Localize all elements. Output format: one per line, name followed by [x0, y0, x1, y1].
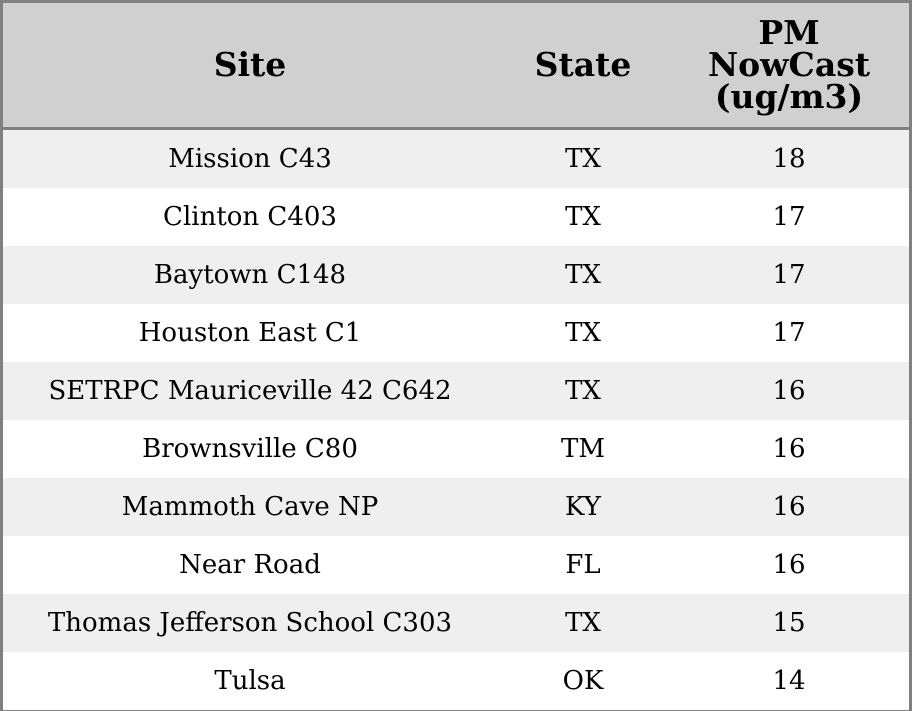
- header-site: Site: [3, 3, 497, 130]
- site-cell: Clinton C403: [3, 188, 497, 246]
- table-row: SETRPC Mauriceville 42 C642 TX 16: [3, 362, 909, 420]
- header-state: State: [497, 3, 669, 130]
- table-body: Mission C43 TX 18 Clinton C403 TX 17 Baytown C…: [3, 128, 909, 710]
- state-cell: KY: [497, 478, 669, 536]
- state-cell: TX: [497, 304, 669, 362]
- pm-value-cell: 14: [669, 652, 909, 710]
- site-cell: Mammoth Cave NP: [3, 478, 497, 536]
- state-cell: FL: [497, 536, 669, 594]
- pm-value-cell: 17: [669, 304, 909, 362]
- site-cell: Houston East C1: [3, 304, 497, 362]
- state-cell: TM: [497, 420, 669, 478]
- state-cell: TX: [497, 188, 669, 246]
- table-row: Near Road FL 16: [3, 536, 909, 594]
- site-cell: Baytown C148: [3, 246, 497, 304]
- site-cell: Thomas Jefferson School C303: [3, 594, 497, 652]
- site-cell: SETRPC Mauriceville 42 C642: [3, 362, 497, 420]
- table-row: Brownsville C80 TM 16: [3, 420, 909, 478]
- site-cell: Near Road: [3, 536, 497, 594]
- state-cell: OK: [497, 652, 669, 710]
- header-pm-line-3: (ug/m3): [714, 77, 864, 116]
- table-row: Thomas Jefferson School C303 TX 15: [3, 594, 909, 652]
- table-row: Tulsa OK 14: [3, 652, 909, 710]
- header-pm-line-2: NowCast: [707, 45, 871, 84]
- state-cell: TX: [497, 362, 669, 420]
- table-row: Clinton C403 TX 17: [3, 188, 909, 246]
- table-row: Baytown C148 TX 17: [3, 246, 909, 304]
- pm-value-cell: 16: [669, 362, 909, 420]
- pm-value-cell: 15: [669, 594, 909, 652]
- site-cell: Mission C43: [3, 128, 497, 188]
- table-row: Mission C43 TX 18: [3, 128, 909, 188]
- pm-value-cell: 17: [669, 188, 909, 246]
- header-pm-nowcast: PM NowCast (ug/m3): [669, 3, 909, 130]
- pm-nowcast-table: Site State PM NowCast (ug/m3) Mission C4…: [3, 3, 909, 710]
- site-cell: Tulsa: [3, 652, 497, 710]
- table-row: Mammoth Cave NP KY 16: [3, 478, 909, 536]
- pm-value-cell: 18: [669, 128, 909, 188]
- pm-value-cell: 16: [669, 536, 909, 594]
- pm-value-cell: 16: [669, 478, 909, 536]
- pm-value-cell: 17: [669, 246, 909, 304]
- table-row: Houston East C1 TX 17: [3, 304, 909, 362]
- state-cell: TX: [497, 594, 669, 652]
- state-cell: TX: [497, 128, 669, 188]
- header-pm-line-1: PM: [758, 13, 820, 52]
- pm-value-cell: 16: [669, 420, 909, 478]
- state-cell: TX: [497, 246, 669, 304]
- header-row: Site State PM NowCast (ug/m3): [3, 3, 909, 130]
- site-cell: Brownsville C80: [3, 420, 497, 478]
